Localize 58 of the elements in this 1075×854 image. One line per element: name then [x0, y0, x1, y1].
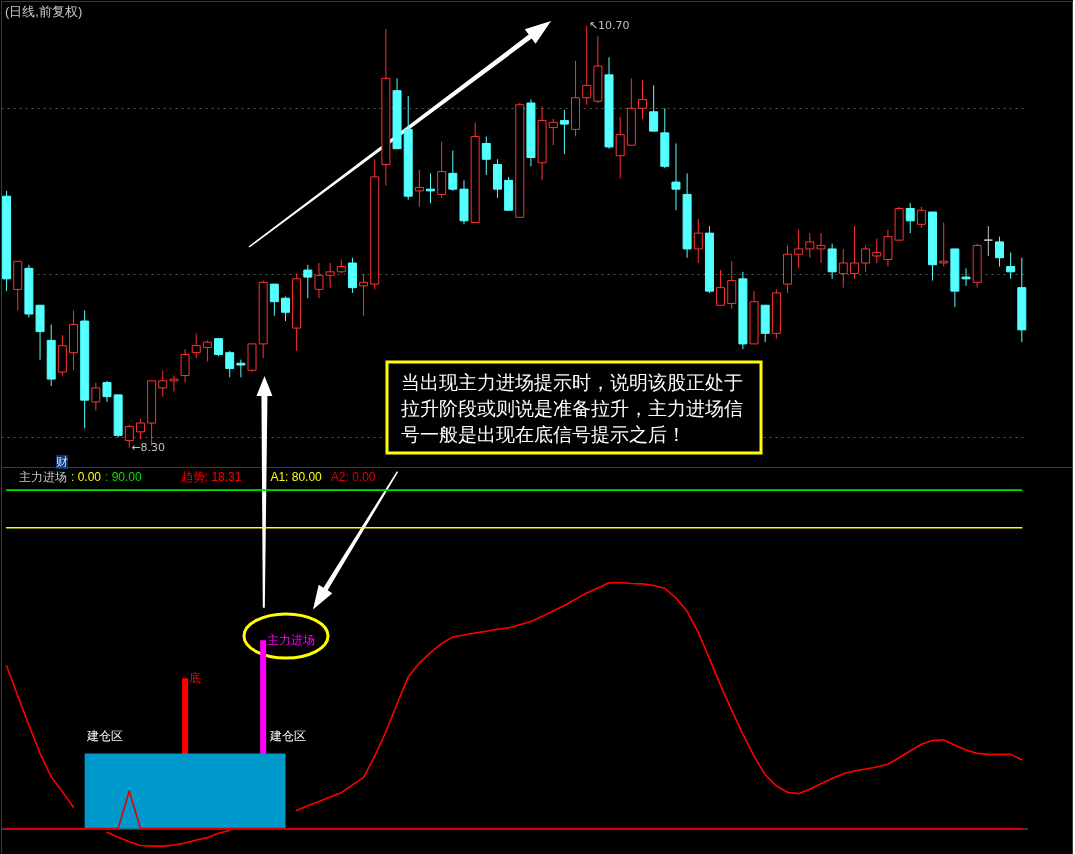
candlestick — [994, 236, 1004, 268]
candlestick — [939, 222, 949, 268]
annotation: ←8.30 — [131, 440, 166, 454]
candlestick — [905, 202, 915, 234]
candlestick — [91, 382, 101, 412]
candlestick — [303, 264, 313, 299]
candlestick — [135, 419, 145, 440]
text: A1: 80.00 — [270, 470, 323, 484]
candlestick — [169, 375, 179, 392]
candlestick — [437, 141, 447, 199]
text: 主力进场 — [267, 633, 316, 648]
candlestick — [872, 237, 882, 264]
annotation: ↖10.70 — [588, 18, 630, 32]
candlestick — [649, 84, 659, 132]
candlestick — [191, 332, 201, 359]
candlestick — [794, 229, 804, 269]
candlestick — [359, 273, 369, 317]
candlestick — [202, 339, 212, 362]
text: 主力进场 — [19, 470, 67, 484]
candlestick — [838, 248, 848, 289]
candlestick — [805, 232, 815, 259]
chart-title: (日线,前复权) — [5, 4, 83, 19]
text: : 0.00 — [71, 470, 102, 484]
annotation: 底 — [189, 671, 202, 686]
candlestick — [124, 424, 134, 449]
text: A2: 0.00 — [330, 470, 376, 484]
candlestick — [269, 283, 279, 317]
candlestick — [827, 243, 837, 280]
candlestick — [236, 359, 246, 378]
candlestick — [414, 169, 424, 208]
annotation: 建仓区 — [269, 729, 306, 744]
candlestick — [180, 348, 190, 384]
candlestick — [582, 25, 592, 106]
candlestick — [637, 79, 647, 120]
candlestick — [615, 116, 625, 180]
candlestick — [716, 269, 726, 306]
annotation: 当出现主力进场提示时，说明该股正处于拉升阶段或则说是准备拉升，主力进场信号一般是出现在底信号提示之后！ — [401, 372, 743, 445]
candlestick — [481, 135, 491, 176]
candlestick — [559, 109, 569, 155]
candlestick — [983, 225, 993, 257]
candlestick — [671, 142, 681, 211]
annotation: 建仓区 — [85, 729, 123, 744]
candlestick — [727, 260, 737, 310]
candlestick — [280, 295, 290, 322]
candlestick — [1006, 251, 1016, 280]
candlestick — [426, 172, 436, 204]
candlestick — [448, 149, 458, 192]
candlestick — [693, 218, 703, 264]
candlestick — [816, 232, 826, 264]
candlestick — [849, 225, 859, 280]
annotation: 财 — [56, 455, 68, 469]
text: 趋势: 18.31 — [180, 470, 242, 484]
candlestick — [548, 118, 558, 146]
candlestick — [916, 206, 926, 229]
series-label: : 90.00 — [105, 470, 143, 484]
candlestick — [861, 244, 871, 273]
candlestick — [225, 350, 235, 378]
candlestick — [158, 369, 168, 398]
